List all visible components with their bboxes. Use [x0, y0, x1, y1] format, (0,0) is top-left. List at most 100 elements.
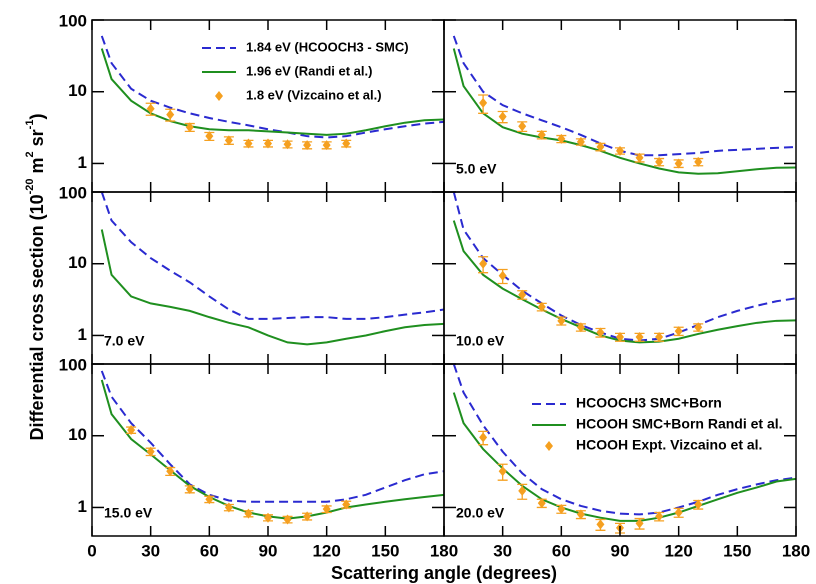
y-axis-label: Differential cross section (10-20 m2 sr-…	[24, 114, 47, 441]
data-point	[127, 425, 136, 436]
data-point	[557, 315, 566, 326]
data-point	[518, 289, 527, 300]
panel	[100, 370, 444, 525]
data-point	[146, 446, 155, 457]
x-tick-label: 60	[200, 541, 219, 560]
x-tick-label: 30	[141, 541, 160, 560]
data-point	[303, 140, 312, 151]
data-point	[635, 152, 644, 163]
data-point	[303, 511, 312, 522]
panel	[100, 192, 444, 346]
data-point	[557, 504, 566, 515]
series-line	[452, 220, 796, 344]
data-point	[694, 499, 703, 510]
data-point	[537, 498, 546, 509]
series-line	[100, 35, 444, 139]
data-point	[479, 432, 488, 443]
data-point	[185, 122, 194, 133]
data-point	[655, 332, 664, 343]
y-tick-label: 1	[78, 325, 87, 344]
y-label-part: -1	[24, 120, 36, 130]
data-point	[322, 140, 331, 151]
data-point	[576, 509, 585, 520]
series-line	[452, 192, 796, 342]
data-point	[146, 103, 155, 114]
data-point	[479, 97, 488, 108]
data-point	[694, 156, 703, 167]
panel-label: 5.0 eV	[456, 161, 497, 177]
y-label-part: 2	[24, 151, 36, 157]
data-point	[283, 514, 292, 525]
data-point	[674, 507, 683, 518]
series-line	[452, 392, 796, 522]
data-point	[224, 135, 233, 146]
y-tick-label: 10	[68, 253, 87, 272]
data-point	[518, 485, 527, 496]
data-point	[498, 466, 507, 477]
data-point	[224, 502, 233, 513]
x-tick-label: 120	[312, 541, 340, 560]
legend-label: HCOOH Expt. Vizcaino et al.	[576, 437, 762, 453]
data-point	[244, 138, 253, 149]
data-point	[264, 512, 272, 523]
panel-label: 10.0 eV	[456, 333, 505, 349]
y-tick-label: 1	[78, 153, 87, 172]
panel-label: 15.0 eV	[104, 505, 153, 521]
y-tick-label: 10	[68, 425, 87, 444]
x-tick-label: 60	[552, 541, 571, 560]
data-point	[616, 332, 624, 343]
data-point	[674, 158, 683, 169]
y-tick-label: 1	[78, 497, 87, 516]
y-label-part: sr	[27, 129, 47, 151]
panel	[452, 35, 796, 175]
data-point	[557, 133, 566, 144]
data-point	[596, 141, 605, 152]
data-point	[322, 504, 331, 515]
x-tick-label: 30	[493, 541, 512, 560]
series-line	[452, 35, 796, 157]
data-point	[205, 131, 214, 142]
data-point	[342, 138, 351, 149]
series-line	[100, 379, 444, 520]
data-point	[166, 109, 175, 120]
legend-label: HCOOH SMC+Born Randi et al.	[576, 416, 783, 432]
panel-frame	[443, 19, 797, 193]
data-point	[655, 511, 664, 522]
data-point	[166, 466, 175, 477]
data-point	[205, 494, 214, 505]
y-label-part: Differential cross section (10	[27, 194, 47, 440]
data-point	[576, 322, 585, 333]
data-point	[498, 111, 507, 122]
data-point	[518, 121, 527, 132]
legend-label: 1.96 eV (Randi et al.)	[246, 63, 372, 78]
data-point	[655, 156, 664, 167]
data-point	[596, 519, 605, 530]
data-point	[342, 499, 351, 510]
y-tick-label: 100	[59, 355, 87, 374]
series-line	[452, 364, 796, 516]
legend-label: 1.84 eV (HCOOCH3 - SMC)	[246, 39, 409, 54]
y-label-part: )	[27, 114, 47, 120]
legend-marker	[215, 91, 223, 101]
x-tick-label: 180	[782, 541, 810, 560]
data-point	[264, 138, 272, 149]
x-tick-label: 90	[259, 541, 278, 560]
panel	[452, 364, 796, 534]
data-point	[674, 326, 683, 337]
x-axis-label: Scattering angle (degrees)	[331, 563, 557, 583]
data-point	[185, 484, 194, 495]
panel-frame	[91, 191, 445, 365]
legend-label: 1.8 eV (Vizcaino et al.)	[246, 87, 382, 102]
data-point	[616, 145, 624, 156]
data-point	[244, 508, 253, 519]
data-point	[635, 332, 644, 343]
panel	[100, 35, 444, 151]
data-point	[479, 258, 488, 269]
legend-marker	[545, 441, 553, 451]
legend-label: HCOOCH3 SMC+Born	[576, 395, 722, 411]
series-line	[100, 229, 444, 346]
series-line	[100, 370, 444, 503]
data-point	[498, 270, 507, 281]
data-point	[283, 139, 292, 150]
